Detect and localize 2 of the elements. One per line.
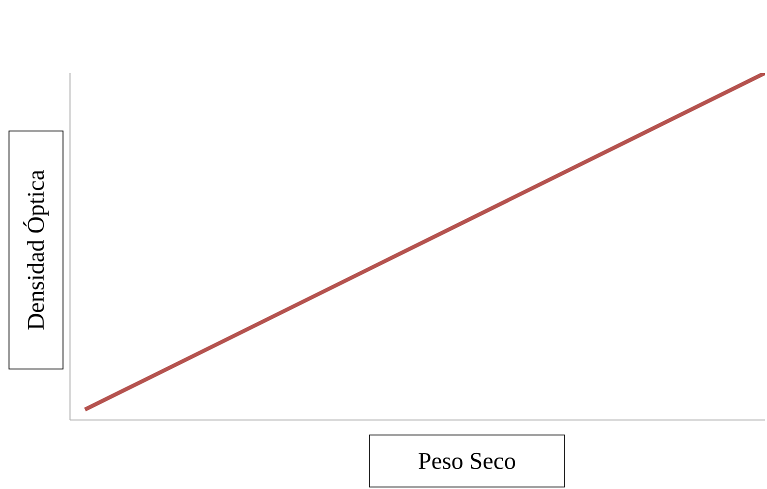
x-axis-title: Peso Seco	[418, 452, 516, 470]
y-axis-title: Densidad Óptica	[23, 170, 49, 330]
